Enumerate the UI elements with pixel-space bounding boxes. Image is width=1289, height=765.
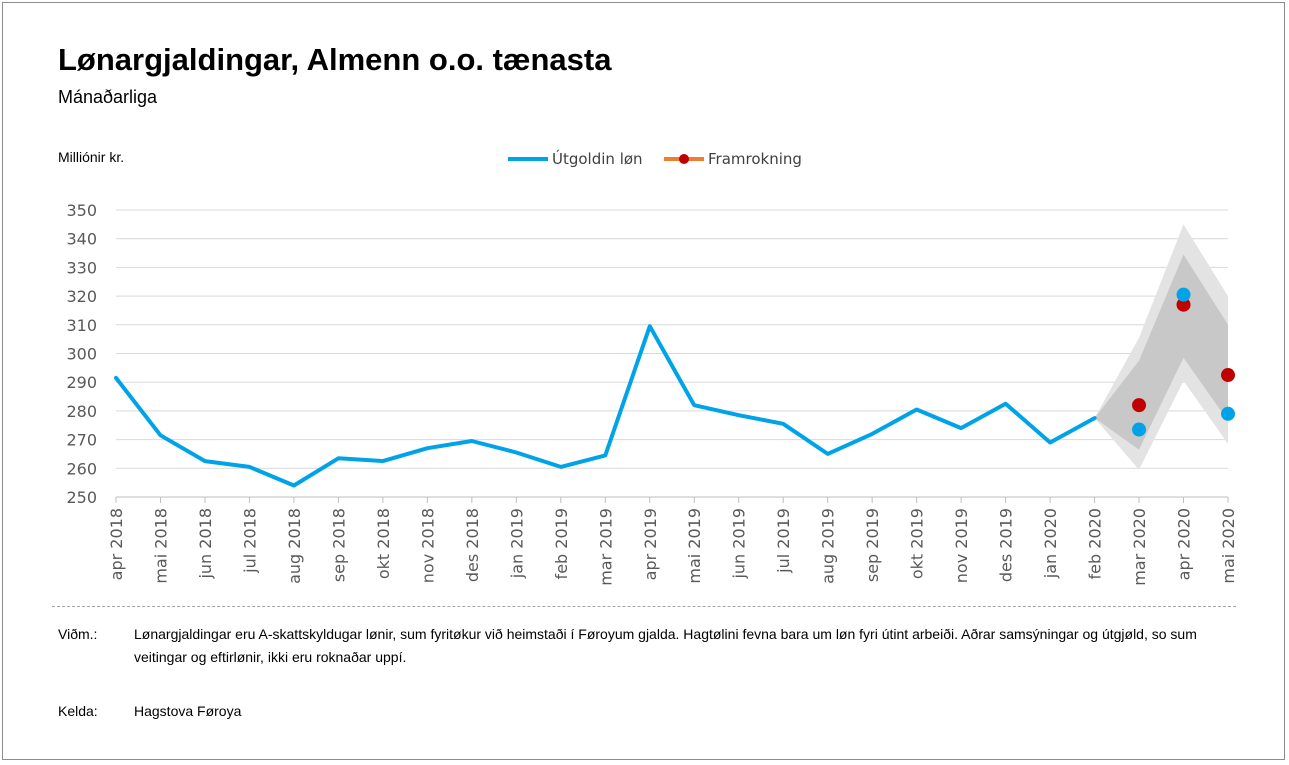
source-label: Kelda:	[58, 703, 98, 719]
y-tick-label-340: 340	[66, 230, 97, 249]
y-tick-label-330: 330	[66, 258, 97, 277]
legend-swatch-actual	[508, 157, 548, 161]
x-tick-label: jan 2020	[1041, 508, 1060, 579]
actual-series	[114, 324, 1097, 488]
y-axis-ticks: 250 260 270 280 290 300 310 320 330 340 350	[66, 201, 97, 507]
actual-series-line	[114, 324, 1097, 488]
legend-item-forecast: Framrokning	[664, 150, 802, 168]
chart-subtitle: Mánaðarliga	[58, 87, 158, 107]
y-tick-label-300: 300	[66, 345, 97, 364]
y-tick-label-260: 260	[66, 459, 97, 478]
y-tick-label-320: 320	[66, 287, 97, 306]
grid-lines	[116, 209, 1228, 469]
x-tick-label: feb 2019	[552, 508, 571, 579]
y-tick-label-350: 350	[66, 201, 97, 220]
x-tick-label: mai 2018	[151, 508, 170, 584]
forecast-point	[1132, 398, 1147, 413]
x-tick-label: mar 2019	[596, 508, 615, 586]
x-tick-label: okt 2018	[374, 508, 393, 579]
chart-title: Lønargjaldingar, Almenn o.o. tænasta	[58, 42, 612, 77]
x-tick-label: jul 2018	[240, 508, 259, 574]
x-tick-label: apr 2020	[1175, 508, 1194, 580]
actual-point	[1176, 287, 1191, 302]
x-tick-label: sep 2019	[863, 508, 882, 582]
x-tick-label: okt 2019	[908, 508, 927, 579]
x-tick-label: mai 2019	[685, 508, 704, 584]
x-tick-label: jun 2018	[196, 508, 215, 580]
x-tick-label: sep 2018	[329, 508, 348, 582]
legend-swatch-forecast	[664, 154, 704, 164]
y-tick-label-250: 250	[66, 488, 97, 507]
y-tick-label-290: 290	[66, 373, 97, 392]
remark-label: Viðm.:	[58, 626, 98, 642]
x-tick-label: apr 2019	[641, 508, 660, 580]
y-tick-label-280: 280	[66, 402, 97, 421]
actual-point	[1132, 422, 1147, 437]
remark-text: Lønargjaldingar eru A-skattskyldugar løn…	[134, 626, 1197, 665]
notes-separator	[52, 606, 1236, 607]
forecast-point	[1176, 297, 1191, 312]
legend-label-actual: Útgoldin løn	[552, 150, 643, 168]
legend-item-actual: Útgoldin løn	[508, 150, 643, 168]
x-tick-label: feb 2020	[1086, 508, 1105, 579]
legend-label-forecast: Framrokning	[708, 150, 802, 168]
x-tick-label: nov 2018	[418, 508, 437, 583]
y-axis-unit: Milliónir kr.	[58, 149, 125, 165]
y-tick-label-270: 270	[66, 431, 97, 450]
x-tick-label: jan 2019	[507, 508, 526, 579]
legend-marker-forecast	[679, 154, 689, 164]
point-markers	[1132, 287, 1235, 437]
forecast-band-inner	[1094, 254, 1228, 450]
x-tick-label: aug 2019	[819, 508, 838, 584]
x-tick-label: des 2018	[463, 508, 482, 582]
x-tick-label: aug 2018	[285, 508, 304, 584]
x-tick-label: nov 2019	[952, 508, 971, 583]
forecast-band	[1094, 224, 1228, 470]
x-tick-label: mai 2020	[1219, 508, 1238, 584]
x-tick-label: jul 2019	[774, 508, 793, 574]
y-tick-label-310: 310	[66, 316, 97, 335]
source-text: Hagstova Føroya	[134, 703, 242, 719]
forecast-point	[1221, 368, 1235, 383]
x-tick-label: jun 2019	[730, 508, 749, 580]
x-tick-label: mar 2020	[1130, 508, 1149, 586]
actual-point	[1221, 406, 1235, 421]
x-axis-ticks: apr 2018 mai 2018 jun 2018 jul 2018 aug 2018…	[107, 497, 1238, 586]
x-tick-label: des 2019	[997, 508, 1016, 582]
x-tick-label: apr 2018	[107, 508, 126, 580]
